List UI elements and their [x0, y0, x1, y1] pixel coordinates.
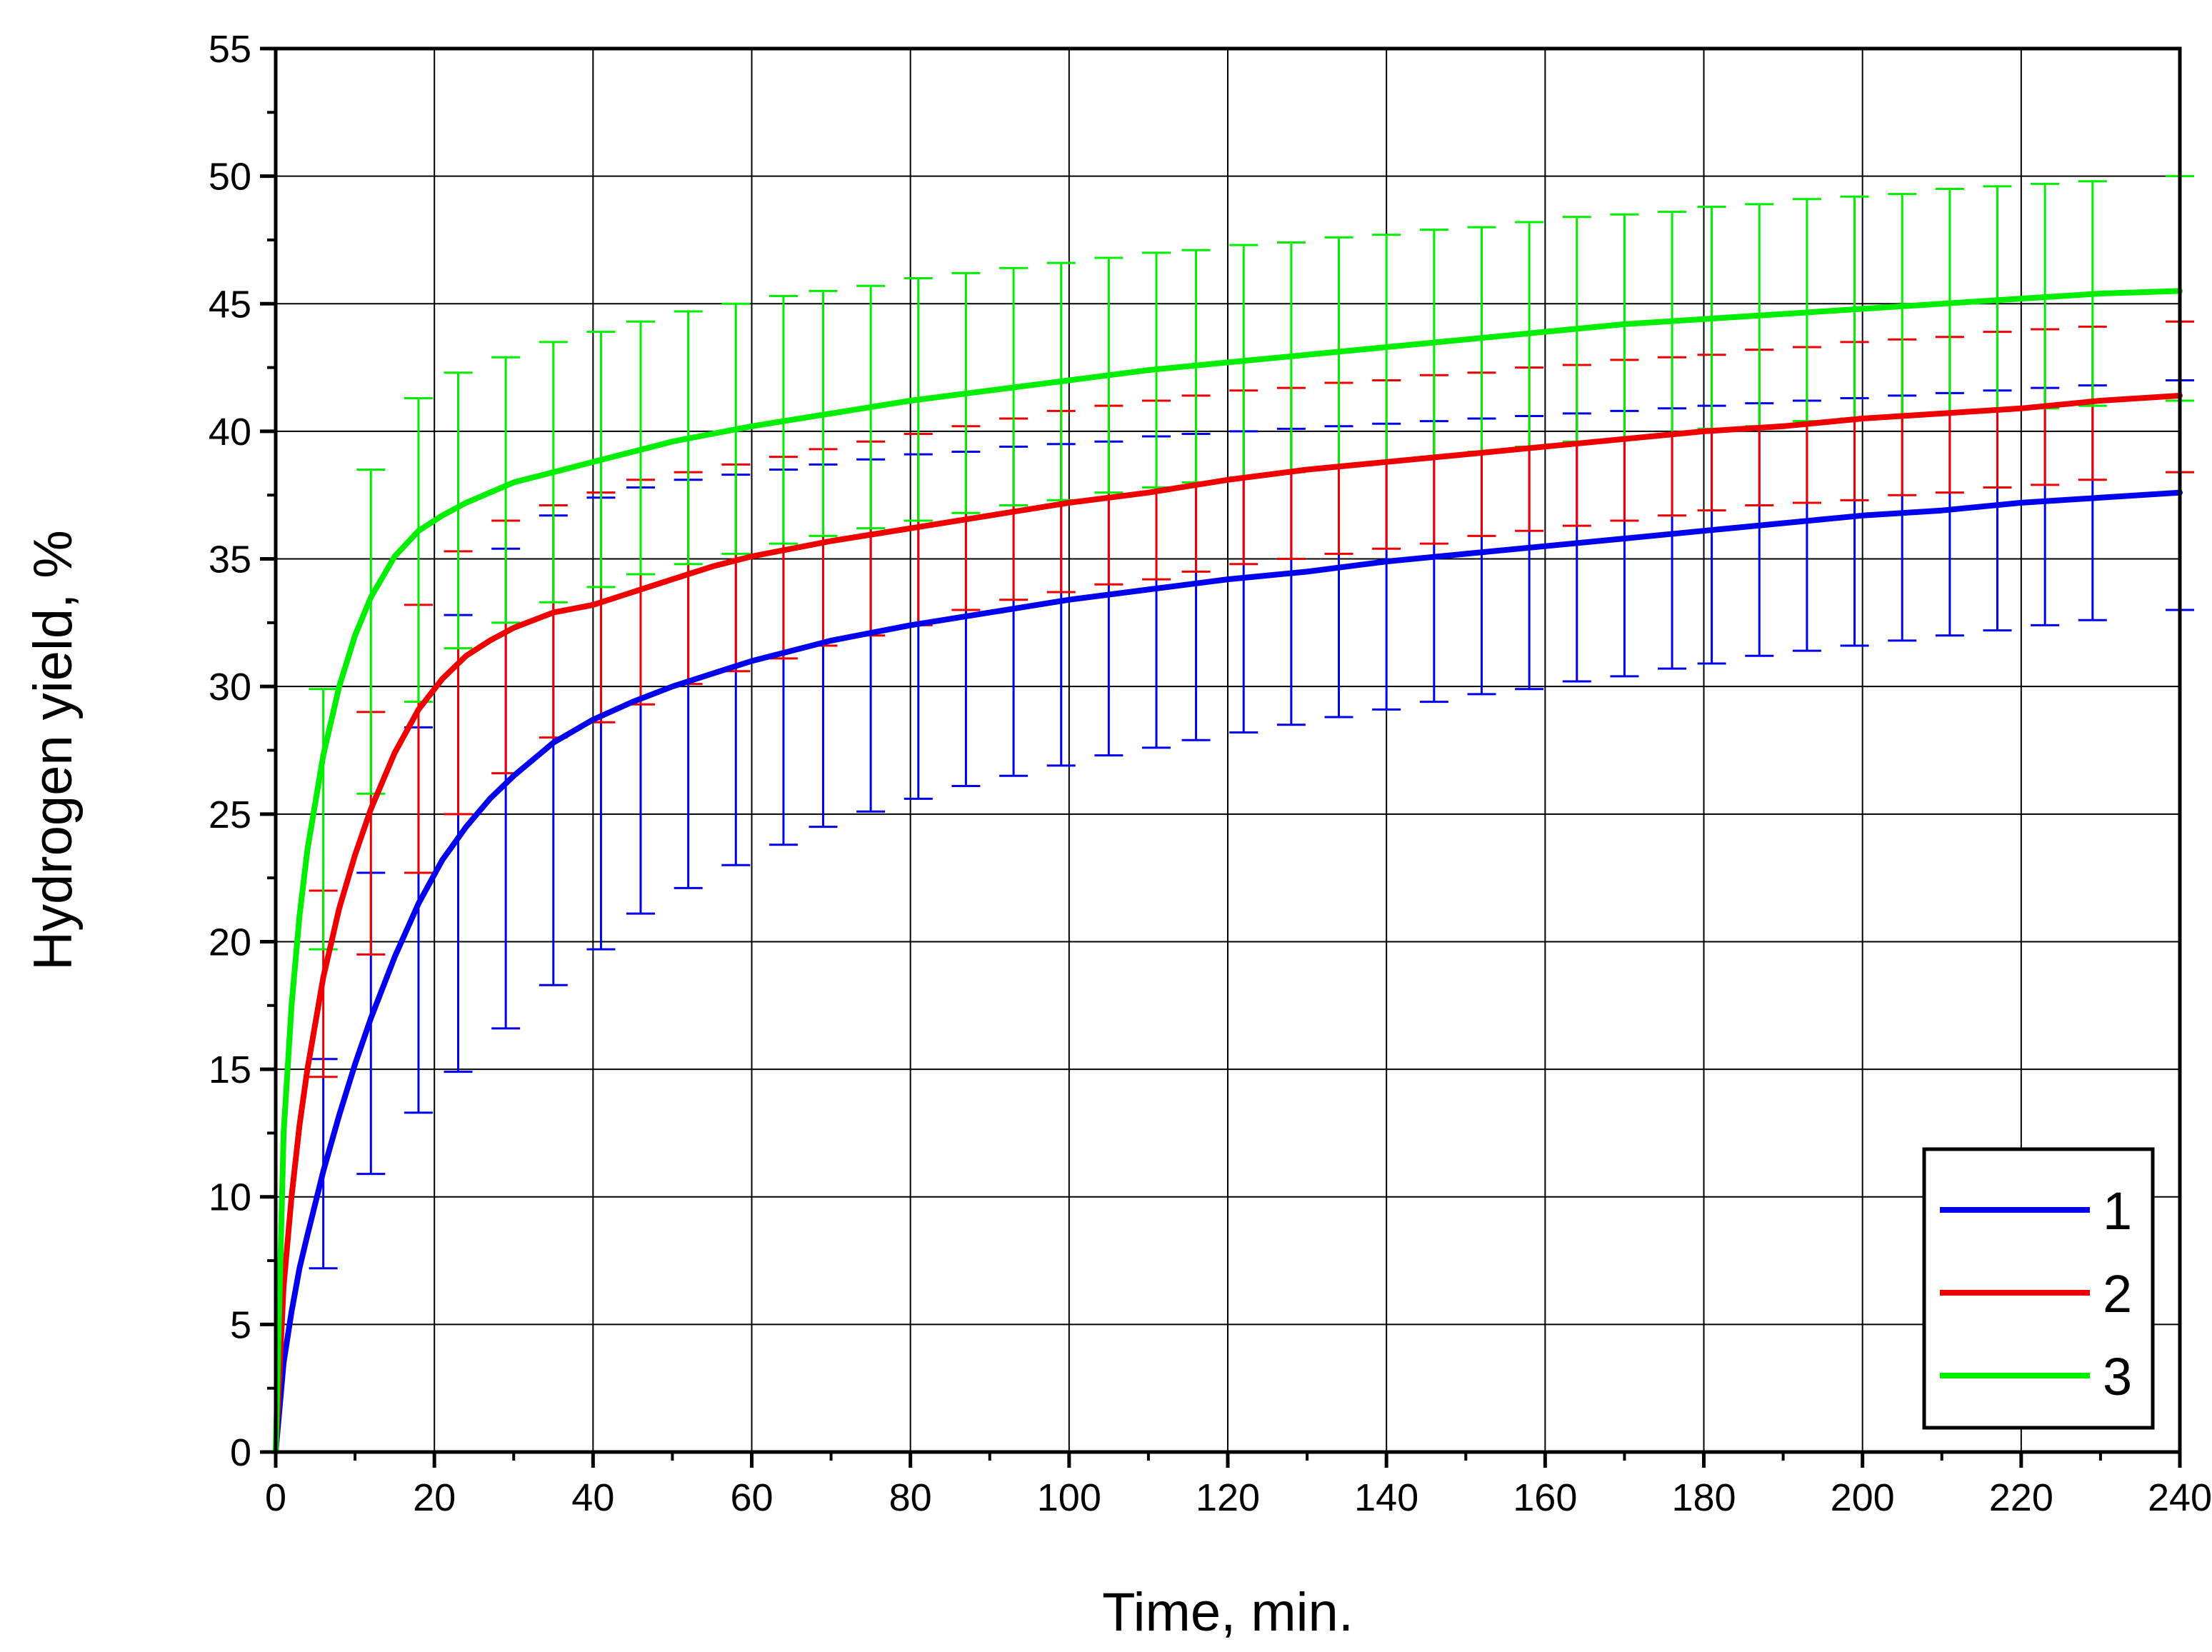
x-tick-label-140: 140 — [1354, 1476, 1418, 1519]
y-tick-label-35: 35 — [209, 539, 251, 581]
legend-label-3: 3 — [2103, 1347, 2132, 1406]
x-tick-label-180: 180 — [1671, 1476, 1736, 1519]
x-tick-label-100: 100 — [1037, 1476, 1101, 1519]
legend-label-2: 2 — [2103, 1264, 2132, 1323]
series-line-2 — [273, 392, 2183, 1455]
legend-label-1: 1 — [2103, 1181, 2132, 1241]
y-tick-label-45: 45 — [209, 283, 251, 326]
x-tick-label-60: 60 — [730, 1476, 773, 1519]
y-tick-label-0: 0 — [230, 1431, 251, 1474]
axis-ticks — [260, 46, 2182, 1468]
legend-box — [1922, 1147, 2155, 1430]
y-tick-label-10: 10 — [209, 1176, 251, 1219]
y-tick-label-50: 50 — [209, 156, 251, 199]
y-tick-label-20: 20 — [209, 921, 251, 963]
series-line-1 — [273, 489, 2183, 1455]
x-tick-label-120: 120 — [1196, 1476, 1260, 1519]
y-tick-label-15: 15 — [209, 1048, 251, 1091]
y-tick-label-55: 55 — [209, 28, 251, 71]
x-tick-label-20: 20 — [413, 1476, 456, 1519]
y-tick-labels: 0 5 10 15 20 25 30 35 40 45 50 55 — [209, 28, 251, 1474]
y-tick-label-40: 40 — [209, 411, 251, 454]
y-tick-label-5: 5 — [230, 1303, 251, 1346]
x-tick-labels: 0 20 40 60 80 100 120 140 160 180 200 220 240 — [265, 1476, 2212, 1519]
series-lines — [273, 288, 2183, 1455]
y-axis-title: Hydrogen yield, % — [23, 530, 84, 971]
x-tick-label-200: 200 — [1831, 1476, 1895, 1519]
x-tick-label-160: 160 — [1513, 1476, 1577, 1519]
y-tick-label-30: 30 — [209, 666, 251, 709]
x-tick-label-0: 0 — [265, 1476, 286, 1519]
y-tick-label-25: 25 — [209, 794, 251, 836]
x-tick-label-80: 80 — [889, 1476, 932, 1519]
x-tick-label-220: 220 — [1989, 1476, 2053, 1519]
legend: 1 2 3 — [1922, 1147, 2155, 1430]
x-tick-label-40: 40 — [571, 1476, 614, 1519]
x-tick-label-240: 240 — [2148, 1476, 2212, 1519]
x-axis-title: Time, min. — [1102, 1582, 1353, 1643]
series-line-3 — [273, 288, 2183, 1455]
